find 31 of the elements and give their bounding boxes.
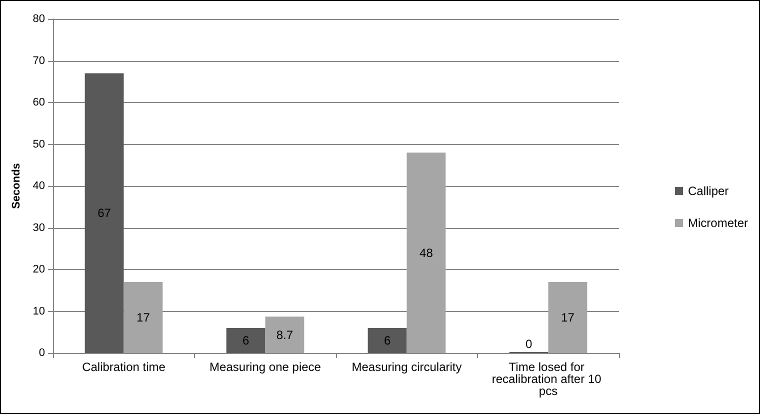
data-label: 17 [136,310,150,325]
data-label: 48 [420,246,434,260]
y-tick-label: 60 [32,96,45,108]
bar [548,282,588,353]
y-tick-label: 0 [38,347,45,359]
bar [124,282,163,353]
y-tick-label: 20 [32,264,45,276]
data-label: 6 [384,333,391,348]
data-label: 8.7 [276,328,294,342]
y-axis-title: Seconds [10,163,22,209]
y-tick-label: 40 [32,180,45,192]
y-tick-label: 80 [32,13,45,25]
data-label: 6 [242,333,250,348]
y-tick-label: 30 [32,222,45,234]
y-tick-label: 70 [32,54,45,67]
x-tick-label: Measuring one piece [210,360,322,374]
x-tick-label: Time losed for recalibration after 10 pcs [492,360,605,398]
y-tick-label: 50 [32,138,45,150]
y-tick-label: 10 [32,305,45,318]
x-tick-label: Measuring circularity [352,360,462,374]
legend-label: Micrometer [688,216,748,230]
x-tick-label: Calibration time [82,360,166,374]
bar [406,152,446,353]
data-label: 17 [561,310,575,325]
bar [368,328,407,353]
bar [226,328,266,353]
bar [84,73,124,353]
legend-label: Calliper [688,184,729,198]
data-label: 0 [525,337,532,351]
data-label: 67 [98,206,112,220]
bar [265,316,304,353]
